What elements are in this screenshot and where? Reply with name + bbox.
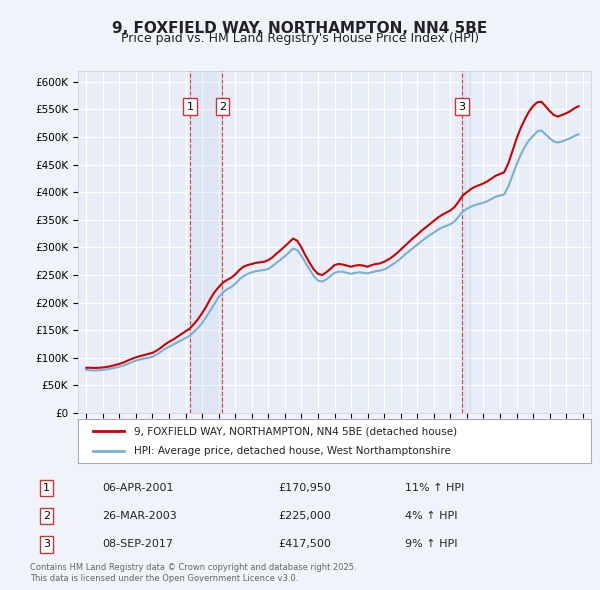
Text: £417,500: £417,500 [278, 539, 331, 549]
Text: 2: 2 [219, 101, 226, 112]
Text: 1: 1 [187, 101, 194, 112]
Text: 11% ↑ HPI: 11% ↑ HPI [406, 483, 465, 493]
Text: 9% ↑ HPI: 9% ↑ HPI [406, 539, 458, 549]
Text: 2: 2 [43, 511, 50, 521]
Text: 9, FOXFIELD WAY, NORTHAMPTON, NN4 5BE (detached house): 9, FOXFIELD WAY, NORTHAMPTON, NN4 5BE (d… [134, 427, 458, 436]
Text: £170,950: £170,950 [278, 483, 331, 493]
Text: 26-MAR-2003: 26-MAR-2003 [102, 511, 176, 521]
Text: 3: 3 [43, 539, 50, 549]
Bar [462, 71, 470, 413]
Text: Price paid vs. HM Land Registry's House Price Index (HPI): Price paid vs. HM Land Registry's House … [121, 32, 479, 45]
Bar [190, 71, 223, 413]
Text: 06-APR-2001: 06-APR-2001 [102, 483, 173, 493]
Text: HPI: Average price, detached house, West Northamptonshire: HPI: Average price, detached house, West… [134, 446, 451, 455]
Text: 3: 3 [458, 101, 465, 112]
Text: 4% ↑ HPI: 4% ↑ HPI [406, 511, 458, 521]
Text: 08-SEP-2017: 08-SEP-2017 [102, 539, 173, 549]
Text: £225,000: £225,000 [278, 511, 331, 521]
Text: 9, FOXFIELD WAY, NORTHAMPTON, NN4 5BE: 9, FOXFIELD WAY, NORTHAMPTON, NN4 5BE [112, 21, 488, 35]
Text: Contains HM Land Registry data © Crown copyright and database right 2025.
This d: Contains HM Land Registry data © Crown c… [30, 563, 356, 583]
Text: 1: 1 [43, 483, 50, 493]
